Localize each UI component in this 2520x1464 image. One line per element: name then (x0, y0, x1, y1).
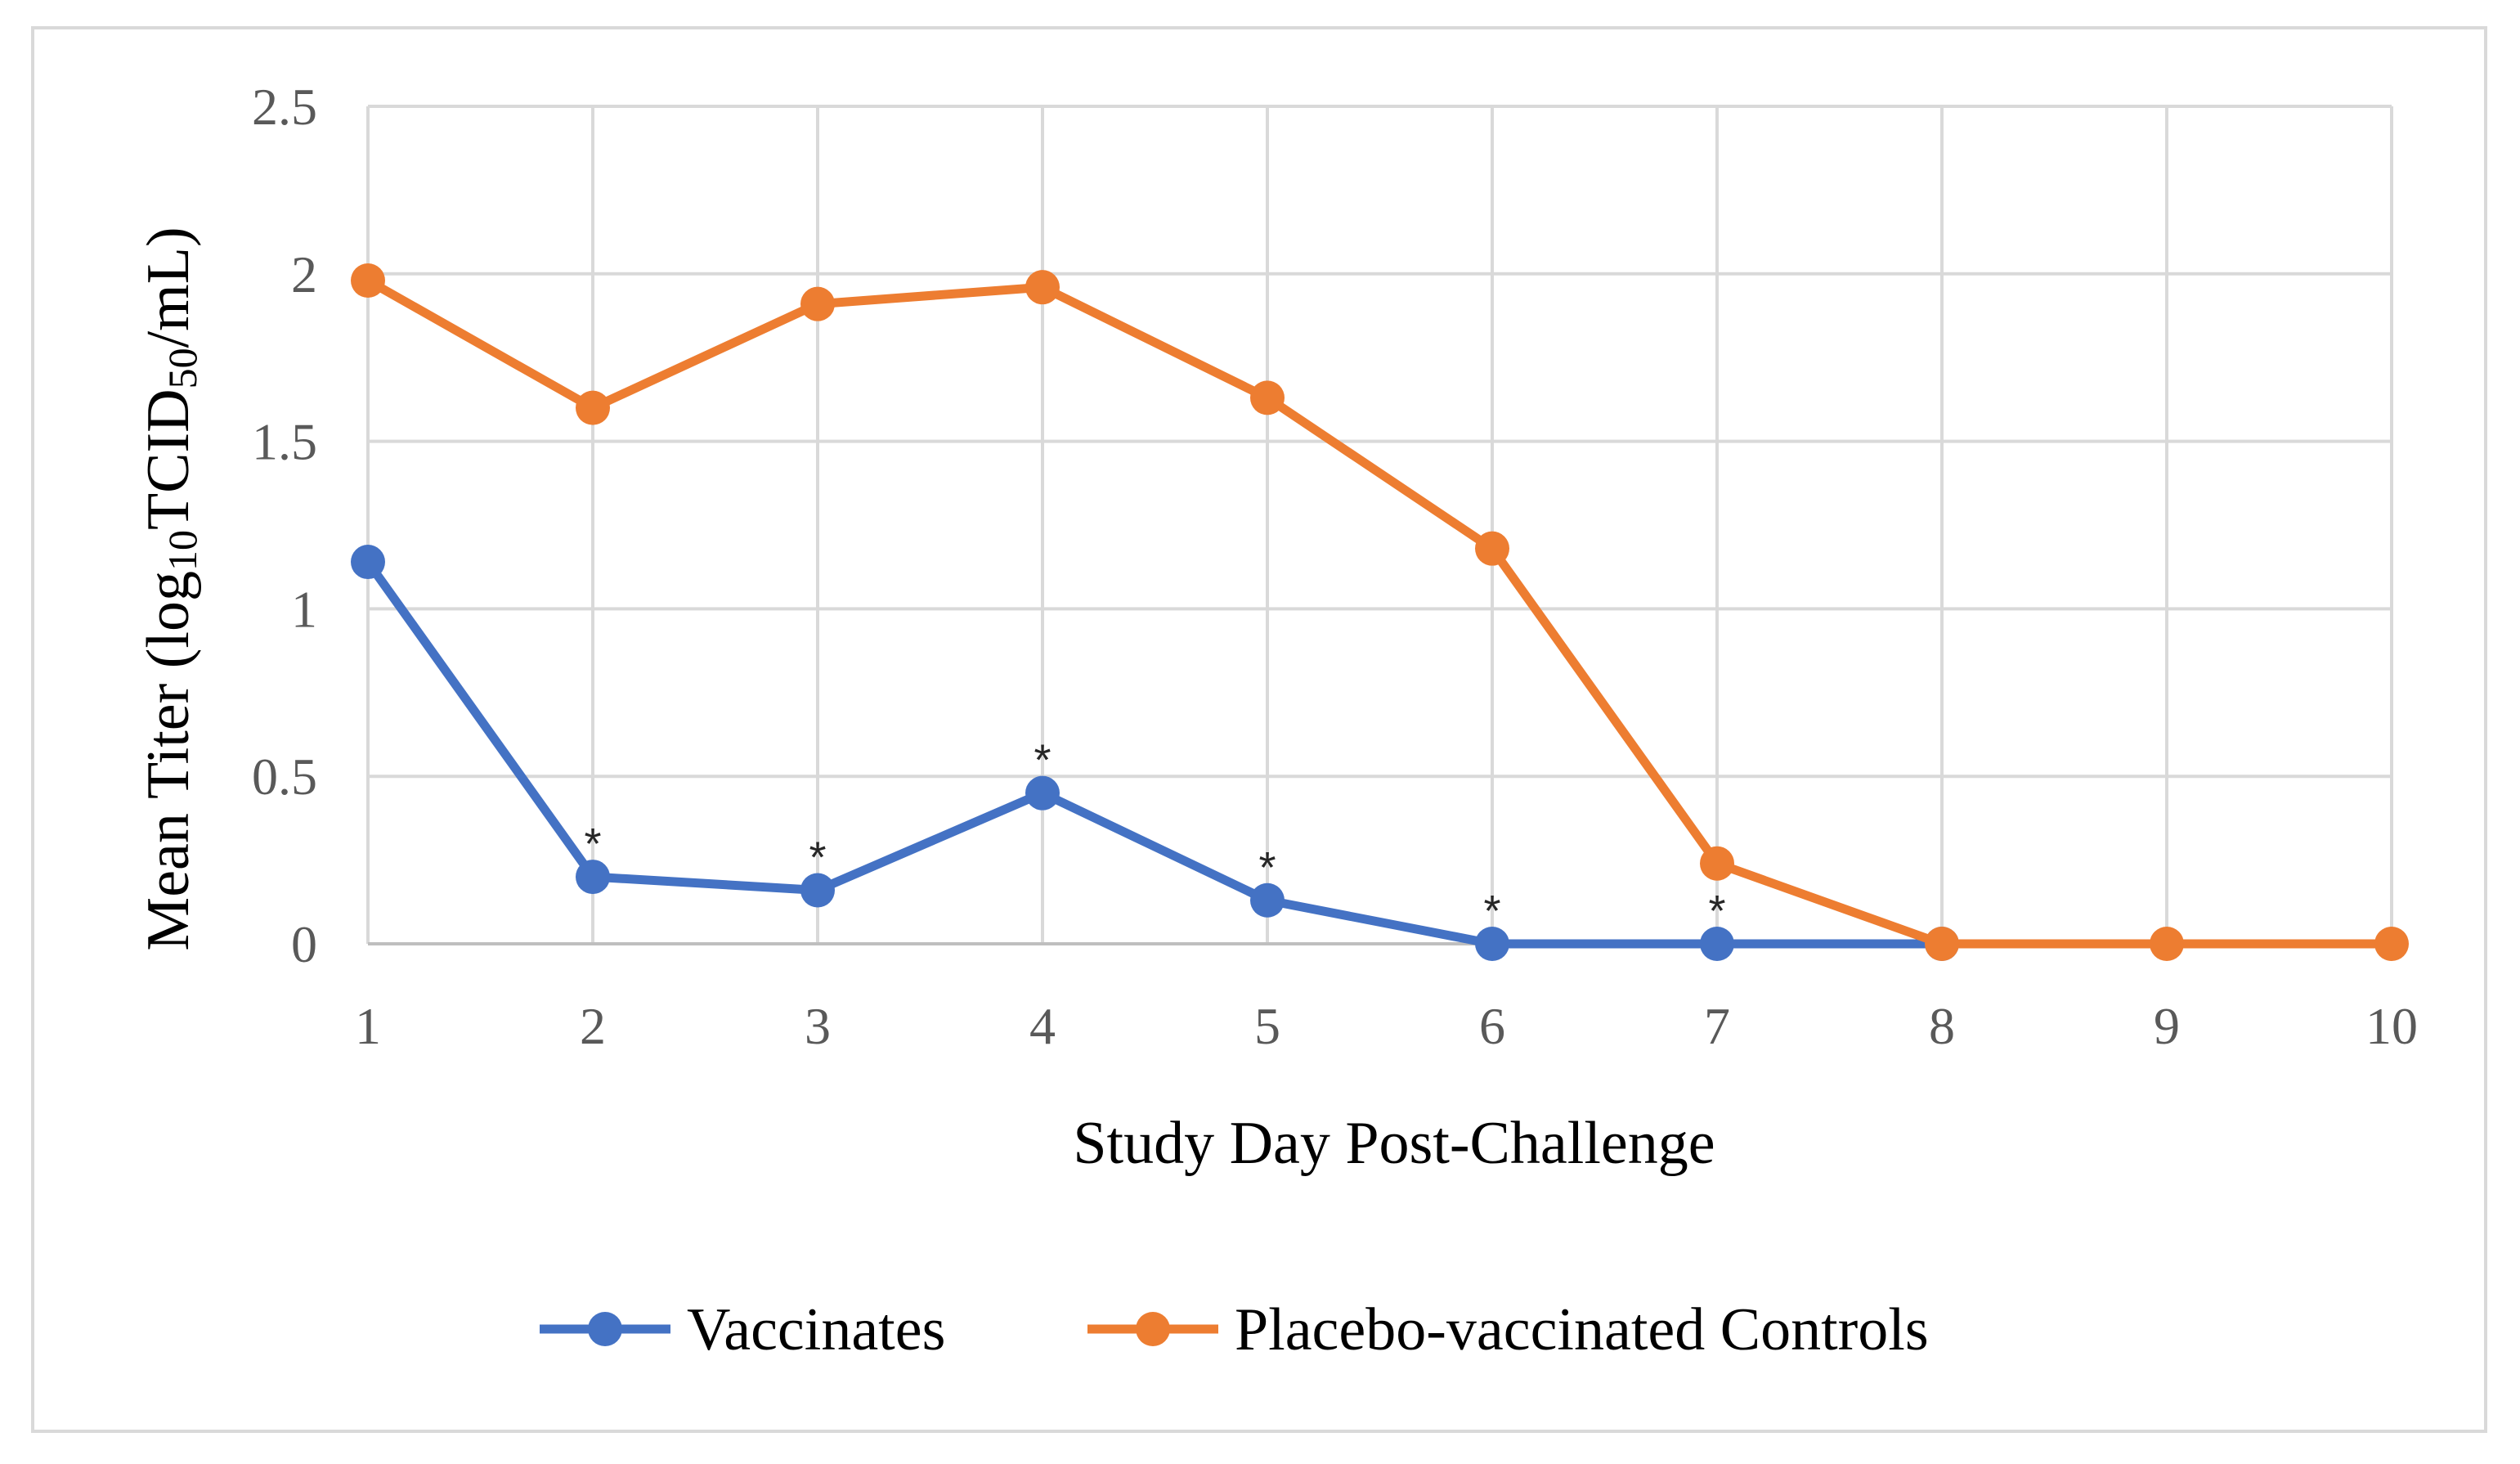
y-tick-label: 1 (291, 580, 317, 638)
series-line-1 (363, 276, 2397, 949)
series-1-point (576, 390, 610, 425)
series-0-point (351, 545, 385, 580)
series-0-point (1025, 775, 1060, 811)
y-tick-label: 1.5 (252, 413, 317, 471)
significance-asterisk: * (584, 820, 601, 869)
y-tick-label: 2.5 (252, 78, 317, 136)
significance-asterisk: * (809, 833, 826, 882)
x-tick-label: 8 (1929, 997, 1955, 1055)
x-tick-label: 3 (805, 997, 831, 1055)
y-axis-title-part-3: /mL) (135, 227, 202, 348)
chart-frame (31, 26, 2487, 1433)
series-1-point (2374, 927, 2409, 961)
series-0-point (800, 873, 835, 908)
series-1-point (1025, 270, 1060, 305)
y-tick-label: 0 (291, 915, 317, 973)
significance-asterisk: * (1258, 843, 1276, 892)
series-0-point (1250, 882, 1285, 918)
series-1-point (1250, 380, 1285, 415)
y-axis-title-subscript-1: 10 (159, 530, 205, 571)
y-tick-label: 0.5 (252, 748, 317, 806)
significance-asterisk: * (1708, 887, 1725, 936)
y-tick-labels: 0 0.5 1 1.5 2 2.5 (252, 78, 317, 973)
annotation-layer: * * * * * * (584, 736, 1725, 936)
grid-layer (366, 105, 2393, 944)
x-tick-label: 9 (2154, 997, 2180, 1055)
series-0-point (1700, 927, 1734, 961)
x-tick-label: 6 (1479, 997, 1505, 1055)
series-layer (351, 263, 2409, 961)
legend-item-placebo-controls: Placebo-vaccinated Controls (1087, 1296, 1929, 1363)
series-1-point (351, 263, 385, 298)
significance-asterisk: * (1483, 887, 1500, 936)
x-tick-label: 2 (580, 997, 606, 1055)
legend-vaccinates-marker (588, 1312, 622, 1346)
x-axis-title: Study Day Post-Challenge (1073, 1110, 1715, 1177)
series-1-point (1700, 846, 1734, 881)
y-axis-title-part-2: TCID (135, 388, 202, 530)
x-tick-labels: 1 2 3 4 5 6 7 8 9 10 (355, 997, 2418, 1055)
significance-asterisk: * (1034, 736, 1051, 785)
x-tick-label: 5 (1254, 997, 1280, 1055)
legend-item-vaccinates: Vaccinates (540, 1296, 945, 1363)
legend-placebo-marker (1136, 1312, 1170, 1346)
x-tick-label: 4 (1029, 997, 1056, 1055)
y-axis-title-part-1: Mean Titer (log (135, 571, 202, 951)
series-1-point (1925, 927, 1959, 961)
legend-vaccinates-label: Vaccinates (687, 1296, 945, 1363)
x-tick-label: 7 (1704, 997, 1730, 1055)
x-tick-label: 1 (355, 997, 381, 1055)
series-1-point (1475, 531, 1509, 566)
series-1-point (2150, 927, 2184, 961)
series-0-point (576, 860, 610, 895)
legend: Vaccinates Placebo-vaccinated Controls (540, 1296, 1929, 1363)
series-1-point (800, 286, 835, 321)
y-axis-title: Mean Titer (log10TCID50/mL) (135, 227, 205, 950)
series-0-point (1475, 927, 1509, 961)
y-axis-title-subscript-2: 50 (159, 348, 205, 388)
x-tick-label: 10 (2365, 997, 2418, 1055)
legend-placebo-label: Placebo-vaccinated Controls (1235, 1296, 1929, 1363)
y-tick-label: 2 (291, 245, 317, 303)
series-line-0 (363, 557, 1947, 949)
